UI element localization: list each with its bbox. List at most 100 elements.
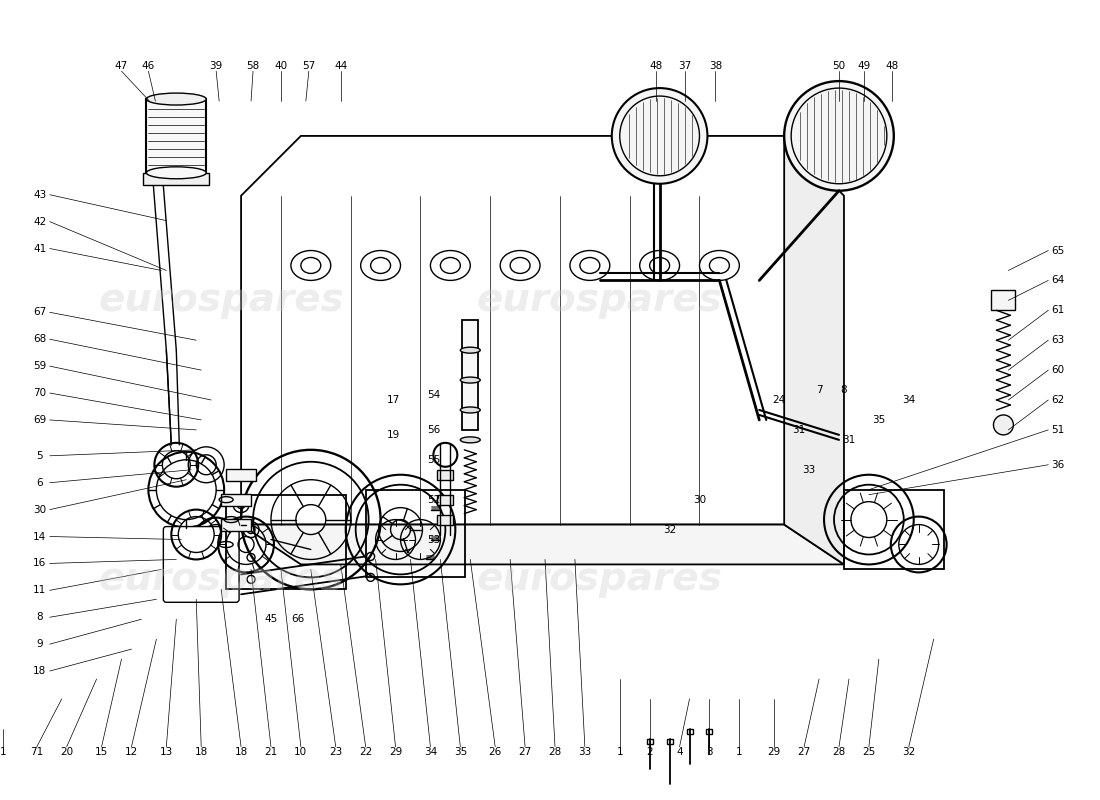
FancyBboxPatch shape <box>163 526 239 602</box>
Text: eurospares: eurospares <box>477 560 723 598</box>
Text: 37: 37 <box>678 61 691 71</box>
Text: 25: 25 <box>862 746 876 757</box>
Text: 48: 48 <box>649 61 662 71</box>
Text: 31: 31 <box>843 435 856 445</box>
Text: 13: 13 <box>160 746 173 757</box>
Text: 52: 52 <box>427 494 440 505</box>
Text: 57: 57 <box>302 61 316 71</box>
Text: 18: 18 <box>234 746 248 757</box>
Ellipse shape <box>146 93 206 105</box>
Bar <box>365 490 465 578</box>
Text: 54: 54 <box>427 390 440 400</box>
Text: 40: 40 <box>274 61 287 71</box>
Text: 58: 58 <box>246 61 260 71</box>
Text: 38: 38 <box>708 61 722 71</box>
Text: 6: 6 <box>36 478 43 488</box>
Bar <box>227 469 256 481</box>
Text: 21: 21 <box>264 746 277 757</box>
Text: 18: 18 <box>195 746 208 757</box>
Bar <box>462 320 478 430</box>
Ellipse shape <box>460 377 481 383</box>
Text: 28: 28 <box>549 746 562 757</box>
Text: 1: 1 <box>736 746 743 757</box>
Text: 18: 18 <box>33 666 46 676</box>
Text: 17: 17 <box>387 395 400 405</box>
Circle shape <box>993 415 1013 435</box>
Text: 66: 66 <box>292 614 305 624</box>
Text: 5: 5 <box>36 451 43 461</box>
Text: 9: 9 <box>36 639 43 649</box>
Text: 62: 62 <box>1052 395 1065 405</box>
Text: 31: 31 <box>792 425 806 435</box>
Text: 22: 22 <box>359 746 372 757</box>
Bar <box>686 729 693 734</box>
Circle shape <box>612 88 707 184</box>
Text: 23: 23 <box>329 746 342 757</box>
Text: 63: 63 <box>1052 335 1065 346</box>
Text: 12: 12 <box>124 746 139 757</box>
Text: 34: 34 <box>424 746 437 757</box>
Text: 33: 33 <box>579 746 592 757</box>
Text: 45: 45 <box>264 614 277 624</box>
Bar <box>991 290 1015 310</box>
Text: 11: 11 <box>33 586 46 595</box>
Text: 30: 30 <box>33 505 46 514</box>
Text: 42: 42 <box>33 217 46 226</box>
Text: 64: 64 <box>1052 275 1065 286</box>
Text: 3: 3 <box>706 746 713 757</box>
Ellipse shape <box>460 407 481 413</box>
Bar <box>438 514 453 525</box>
Bar <box>844 490 944 570</box>
Text: 60: 60 <box>1052 365 1065 375</box>
Bar <box>647 739 652 744</box>
Text: 67: 67 <box>33 307 46 318</box>
Text: 56: 56 <box>427 425 440 435</box>
Polygon shape <box>241 525 844 565</box>
Ellipse shape <box>460 437 481 443</box>
Text: 55: 55 <box>427 454 440 465</box>
Text: 69: 69 <box>33 415 46 425</box>
Text: eurospares: eurospares <box>98 560 344 598</box>
Text: 61: 61 <box>1052 306 1065 315</box>
Text: 32: 32 <box>663 525 676 534</box>
Text: 35: 35 <box>453 746 466 757</box>
Text: 49: 49 <box>857 61 870 71</box>
Text: 48: 48 <box>886 61 899 71</box>
Bar <box>667 739 672 744</box>
Text: 71: 71 <box>30 746 43 757</box>
Text: eurospares: eurospares <box>477 282 723 319</box>
Text: 10: 10 <box>295 746 307 757</box>
Bar <box>438 494 453 505</box>
Text: 29: 29 <box>768 746 781 757</box>
Text: 65: 65 <box>1052 246 1065 255</box>
Text: 26: 26 <box>488 746 502 757</box>
Text: 34: 34 <box>902 395 915 405</box>
Text: 43: 43 <box>33 190 46 200</box>
Text: eurospares: eurospares <box>98 282 344 319</box>
Text: 19: 19 <box>387 430 400 440</box>
Polygon shape <box>241 136 814 525</box>
Text: 50: 50 <box>833 61 846 71</box>
Text: 33: 33 <box>803 465 816 474</box>
Text: 1: 1 <box>0 746 7 757</box>
Text: 14: 14 <box>33 531 46 542</box>
Text: 41: 41 <box>33 243 46 254</box>
Circle shape <box>784 81 894 190</box>
Text: 36: 36 <box>1052 460 1065 470</box>
Text: 35: 35 <box>872 415 886 425</box>
Text: 1: 1 <box>616 746 623 757</box>
Text: 30: 30 <box>693 494 706 505</box>
Ellipse shape <box>460 347 481 353</box>
Text: 24: 24 <box>772 395 785 405</box>
Text: 2: 2 <box>647 746 653 757</box>
Bar <box>438 470 453 480</box>
Text: 27: 27 <box>798 746 811 757</box>
Text: 29: 29 <box>389 746 403 757</box>
Text: 53: 53 <box>427 534 440 545</box>
Text: 27: 27 <box>518 746 531 757</box>
Text: 15: 15 <box>95 746 108 757</box>
Bar <box>227 494 345 590</box>
Text: 28: 28 <box>833 746 846 757</box>
Bar <box>221 494 251 506</box>
Bar <box>221 518 251 530</box>
